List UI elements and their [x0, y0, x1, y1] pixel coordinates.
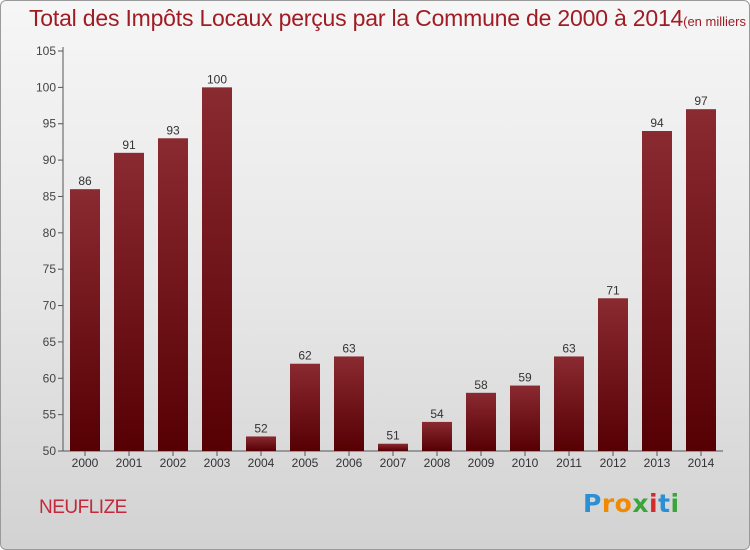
y-tick-label: 55	[43, 408, 57, 422]
bar	[510, 385, 540, 451]
y-tick-label: 70	[43, 299, 57, 313]
y-tick-label: 95	[43, 117, 57, 131]
bar	[686, 109, 716, 451]
bar-value-label: 51	[386, 429, 400, 443]
chart-title-text: Total des Impôts Locaux perçus par la Co…	[29, 5, 684, 31]
y-tick-label: 100	[36, 80, 56, 94]
chart-title-unit: (en milliers d'€)	[683, 14, 749, 29]
bar-value-label: 93	[166, 123, 180, 137]
x-tick-label: 2003	[204, 456, 231, 470]
bar-value-label: 100	[207, 72, 227, 86]
bar-value-label: 94	[650, 116, 664, 130]
x-tick-label: 2011	[556, 456, 582, 470]
bar	[422, 421, 452, 451]
bar-value-label: 58	[474, 378, 488, 392]
bar	[114, 152, 144, 451]
bar-value-label: 59	[518, 371, 532, 385]
x-tick-label: 2008	[424, 456, 451, 470]
x-tick-label: 2009	[468, 456, 495, 470]
x-tick-label: 2012	[600, 456, 627, 470]
y-tick-label: 105	[36, 44, 56, 58]
bar	[334, 356, 364, 451]
logo-letter: i	[670, 489, 680, 518]
proxiti-logo: Proxiti	[583, 489, 680, 518]
y-tick-label: 90	[43, 153, 57, 167]
bar	[158, 138, 188, 452]
logo-letter: t	[658, 489, 671, 518]
commune-name: NEUFLIZE	[39, 497, 127, 518]
chart-title: Total des Impôts Locaux perçus par la Co…	[29, 5, 749, 32]
x-tick-label: 2014	[688, 456, 715, 470]
bar	[246, 436, 276, 451]
x-tick-label: 2010	[512, 456, 539, 470]
x-tick-label: 2007	[380, 456, 407, 470]
logo-letter: o	[614, 489, 633, 518]
y-tick-label: 60	[43, 371, 57, 385]
bar	[202, 87, 232, 451]
logo-letter: i	[649, 489, 659, 518]
x-tick-label: 2005	[292, 456, 319, 470]
bar-value-label: 86	[78, 174, 92, 188]
logo-letter: x	[632, 489, 649, 518]
bar-value-label: 52	[254, 421, 268, 435]
bar	[70, 189, 100, 451]
bar-value-label: 63	[342, 341, 356, 355]
bar	[642, 131, 672, 451]
bar-value-label: 91	[122, 138, 136, 152]
y-tick-label: 75	[43, 262, 57, 276]
x-tick-label: 2004	[248, 456, 275, 470]
y-tick-label: 50	[43, 444, 57, 458]
bar	[378, 443, 408, 451]
bar	[598, 298, 628, 451]
bar-value-label: 71	[606, 283, 620, 297]
x-tick-label: 2006	[336, 456, 363, 470]
bar	[466, 392, 496, 451]
y-tick-label: 80	[43, 226, 57, 240]
bar-value-label: 97	[694, 94, 708, 108]
logo-letter: P	[583, 489, 602, 518]
x-tick-label: 2013	[644, 456, 671, 470]
bar	[290, 363, 320, 451]
y-tick-label: 65	[43, 335, 57, 349]
bar-value-label: 63	[562, 341, 576, 355]
x-tick-label: 2001	[116, 456, 143, 470]
bar-value-label: 62	[298, 349, 312, 363]
x-tick-label: 2000	[72, 456, 99, 470]
bar	[554, 356, 584, 451]
x-tick-label: 2002	[160, 456, 187, 470]
bar-value-label: 54	[430, 407, 444, 421]
logo-letter: r	[601, 489, 615, 518]
y-tick-label: 85	[43, 189, 57, 203]
